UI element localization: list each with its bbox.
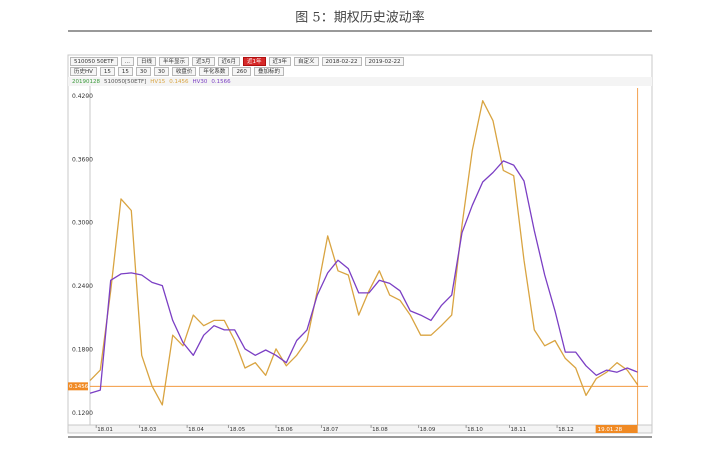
toolbar-button[interactable]: 30 [135,67,151,76]
y-tick-label: 0.1200 [72,410,93,417]
info-text: 0.1456 [169,79,189,85]
y-tick-label: 0.3600 [72,156,93,163]
toolbar-button[interactable]: 15 [117,67,133,76]
y-tick-label: 0.2400 [72,283,93,290]
x-tick-label: 18.04 [188,427,204,433]
x-tick-label: 18.07 [322,427,338,433]
toolbar-button[interactable]: 近3年 [268,57,292,66]
toolbar-button[interactable]: 近3月 [192,57,215,66]
y-tick-label: 0.3000 [72,220,93,227]
info-text: HV15 [150,79,165,85]
info-bar [68,77,652,86]
x-tick-label: 18.11 [511,427,527,433]
toolbar-button[interactable]: 近1年 [243,57,266,66]
toolbar-button[interactable]: 自定义 [294,57,319,66]
x-tick-label: 18.12 [558,427,574,433]
x-tick-label: 18.03 [141,427,157,433]
y-tick-label: 0.1800 [72,346,93,353]
info-text: 20190128 [72,79,100,85]
toolbar-button[interactable]: 半年显示 [159,57,190,66]
toolbar-button[interactable]: 260 [232,67,251,76]
toolbar-button[interactable]: 2018-02-22 [321,57,362,66]
figure-title: 图 5：期权历史波动率 [295,10,424,26]
toolbar-button[interactable]: ... [120,57,134,66]
info-text: 0.1566 [211,79,231,85]
x-tick-label: 18.01 [97,427,113,433]
x-tick-label: 18.10 [467,427,483,433]
x-tick-label: 18.08 [372,427,388,433]
toolbar-button[interactable]: 收盘价 [171,67,197,76]
reference-label: 0.1456 [69,384,89,390]
x-tick-label: 18.09 [420,427,436,433]
screenshot-frame [67,54,653,434]
toolbar-row: 历史HV 15 15 30 30 收盘价 年化系数 260 叠加标的 [70,67,284,76]
x-axis-strip [67,424,653,434]
toolbar-button[interactable]: 叠加标的 [253,67,284,76]
toolbar-row: 510050 50ETF... 日线 半年显示 近3月 近6月 近1年 近3年 自定义 2018… [70,57,405,66]
info-text: HV30 [192,79,207,85]
series-line [89,100,639,406]
x-tick-label: 18.05 [229,427,245,433]
toolbar-button[interactable]: 15 [99,67,115,76]
x-tick-label: 18.06 [277,427,293,433]
cursor-label: 19.01.28 [598,427,623,433]
toolbar-button[interactable]: 年化系数 [199,67,230,76]
toolbar-button[interactable]: 历史HV [70,67,97,76]
toolbar-button[interactable]: 30 [153,67,169,76]
cursor-label-bg [595,425,638,433]
y-tick-label: 0.4200 [72,93,93,100]
toolbar-button[interactable]: 510050 50ETF [70,57,118,66]
toolbar-button[interactable]: 近6月 [217,57,241,66]
series-line [89,160,638,394]
reference-label-bg [68,382,88,391]
info-text: 510050[50ETF] [104,79,146,85]
toolbar-button[interactable]: 日线 [137,57,157,66]
toolbar-button[interactable]: 2019-02-22 [364,57,405,66]
